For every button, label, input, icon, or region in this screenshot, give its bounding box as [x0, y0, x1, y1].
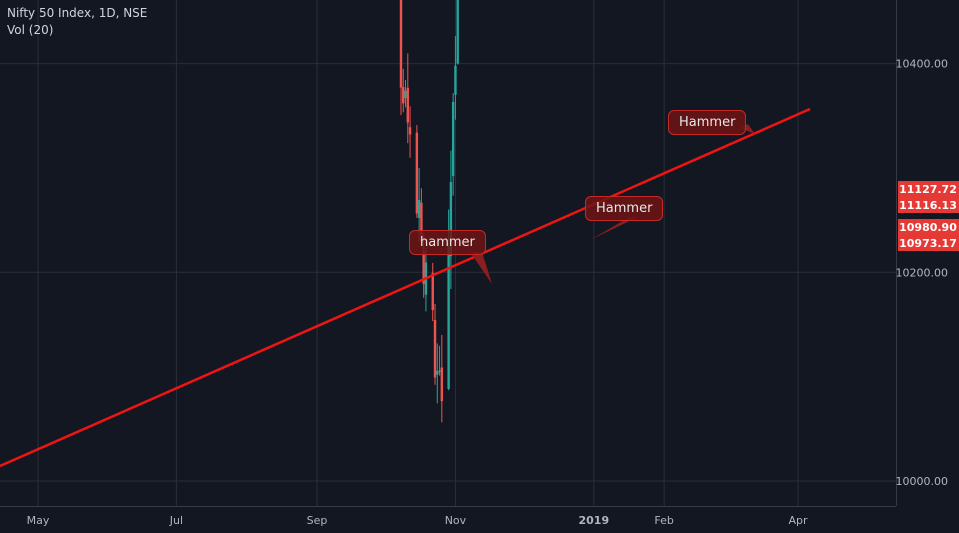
candle-up[interactable]: [454, 65, 457, 95]
hammer-callout-middle-label: Hammer: [596, 201, 653, 216]
hammer-callout-left-label: hammer: [420, 235, 475, 250]
level-price-label-0: 11127.72: [899, 183, 957, 196]
candle-up[interactable]: [438, 370, 441, 372]
hammer-left-pointer: [470, 252, 492, 284]
candle-up[interactable]: [404, 90, 407, 99]
candle-down[interactable]: [420, 202, 423, 242]
candle-up[interactable]: [449, 181, 453, 257]
level-price-tag-2: [898, 219, 959, 235]
chart-title: Nifty 50 Index, 1D, NSE: [7, 6, 148, 20]
price-tick-label: 10400.00: [896, 58, 949, 71]
candle-down[interactable]: [431, 272, 434, 311]
candle-down[interactable]: [433, 319, 437, 378]
level-price-tag-0: [898, 181, 959, 197]
level-price-label-1: 11116.13: [899, 199, 957, 212]
price-tick-label: 10000.00: [896, 475, 949, 488]
candle-up[interactable]: [456, 0, 459, 64]
price-tick-label: 10200.00: [896, 266, 949, 279]
candle-up[interactable]: [436, 370, 439, 375]
hammer-callout-right-label: Hammer: [679, 115, 736, 130]
hammer-callout-middle[interactable]: Hammer: [585, 196, 664, 221]
level-price-label-3: 10973.17: [899, 237, 957, 250]
time-axis[interactable]: [0, 506, 896, 533]
hammer-callout-left[interactable]: hammer: [409, 230, 486, 255]
candle-down[interactable]: [415, 132, 419, 214]
candle-down[interactable]: [402, 87, 405, 104]
time-tick-label: Sep: [307, 514, 328, 527]
level-price-tag-3: [898, 235, 959, 251]
time-tick-label: May: [27, 514, 50, 527]
volume-indicator-label[interactable]: Vol (20): [7, 23, 54, 37]
hammer-middle-pointer: [590, 216, 640, 240]
time-tick-label: Jul: [169, 514, 183, 527]
price-axis[interactable]: [896, 0, 959, 533]
candle-up[interactable]: [447, 245, 450, 389]
candle-up[interactable]: [451, 101, 455, 177]
time-tick-label: Feb: [654, 514, 673, 527]
hammer-callout-right[interactable]: Hammer: [668, 110, 747, 135]
chart-header: Nifty 50 Index, 1D, NSE Vol (20): [7, 5, 147, 39]
candle-down[interactable]: [408, 127, 412, 135]
time-tick-label: 2019: [579, 514, 610, 527]
trendline[interactable]: [0, 107, 811, 468]
time-tick-label: Nov: [445, 514, 467, 527]
candle-up[interactable]: [417, 199, 421, 218]
candle-down[interactable]: [422, 250, 425, 285]
candle-down[interactable]: [399, 0, 403, 88]
level-price-label-2: 10980.90: [899, 221, 957, 234]
candle-down[interactable]: [406, 87, 409, 123]
time-tick-label: Apr: [788, 514, 808, 527]
candle-down[interactable]: [440, 367, 444, 402]
level-price-tag-1: [898, 197, 959, 213]
